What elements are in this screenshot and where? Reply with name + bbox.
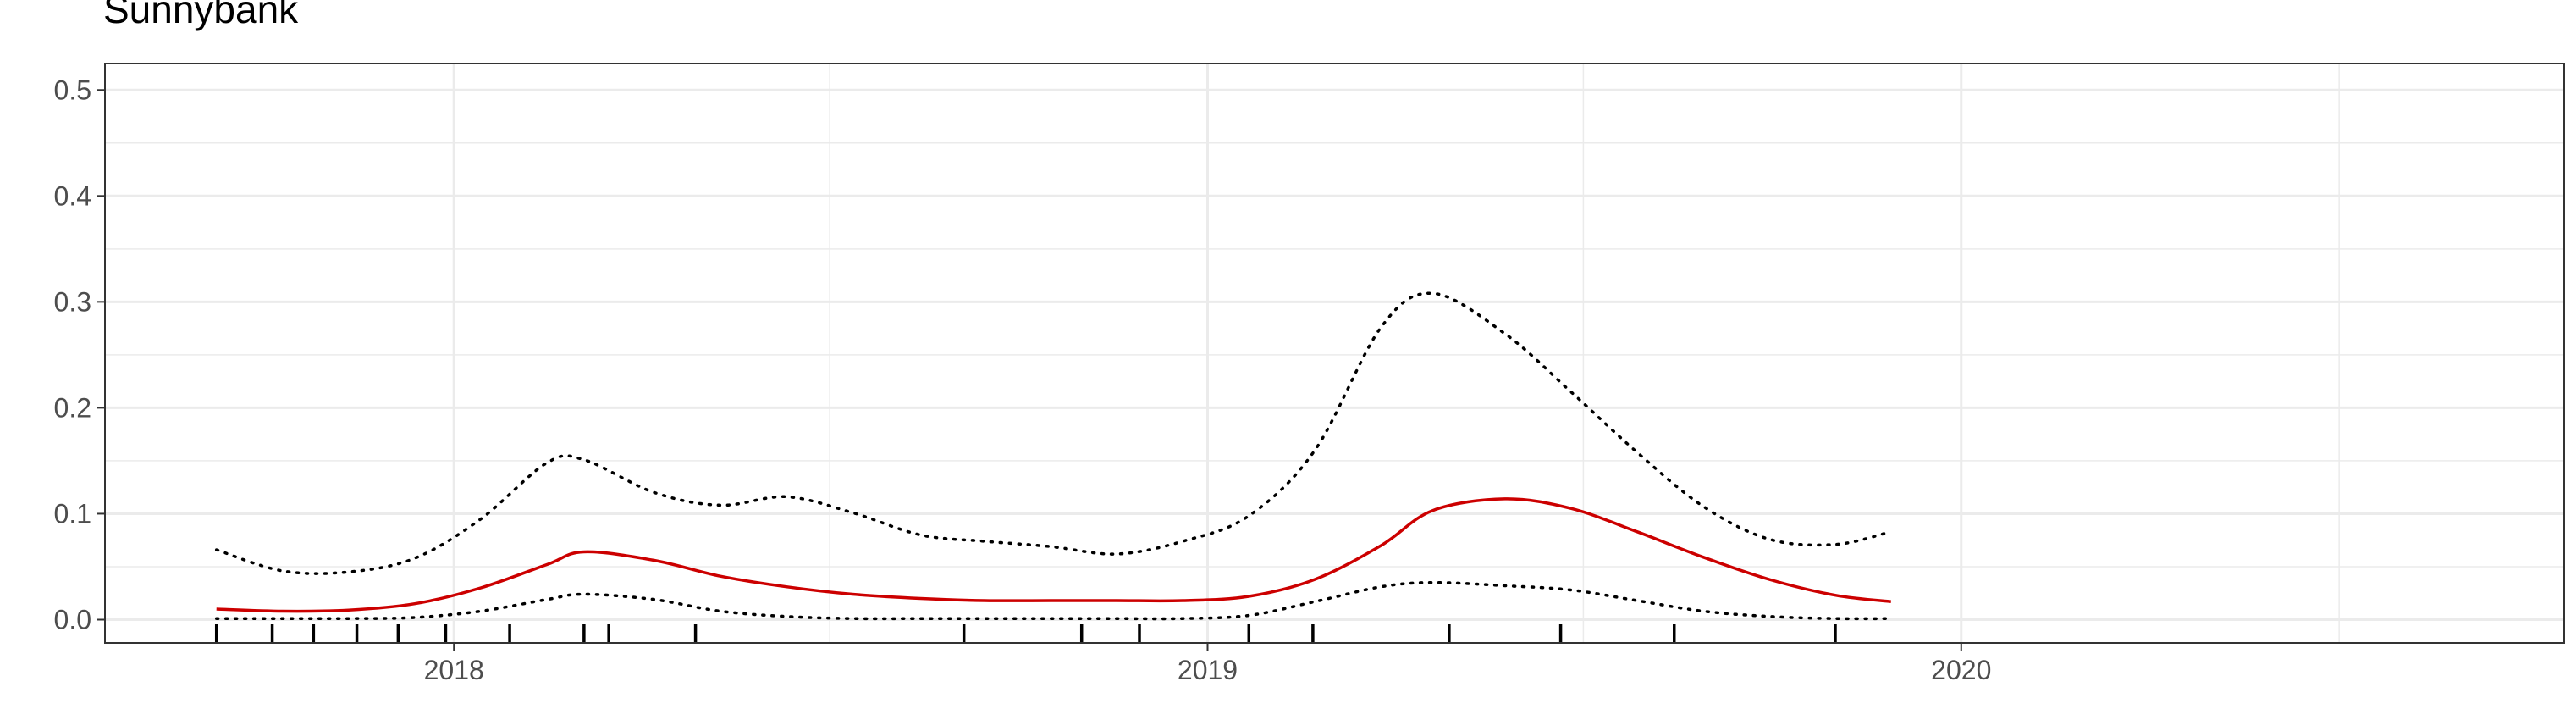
x-tick-label: 2019 bbox=[1178, 655, 1238, 685]
rug-ticks bbox=[214, 624, 1837, 643]
x-tick-label: 2020 bbox=[1931, 655, 1991, 685]
grid-lines bbox=[105, 64, 2564, 643]
axes: 0.0 0.1 0.2 0.3 0.4 0.5 2018 2019 2020 bbox=[54, 75, 1992, 685]
series-lines bbox=[214, 291, 1893, 621]
panel-border bbox=[104, 63, 2565, 644]
chart-title: Sunnybank bbox=[103, 0, 299, 31]
y-tick-label: 0.0 bbox=[54, 604, 91, 634]
series-dotted-lower bbox=[214, 580, 1893, 621]
series-dotted-upper bbox=[214, 291, 1893, 575]
series-solid-red bbox=[216, 497, 1891, 613]
y-tick-label: 0.4 bbox=[54, 180, 91, 211]
x-tick-label: 2018 bbox=[424, 655, 484, 685]
y-tick-label: 0.5 bbox=[54, 75, 91, 105]
y-tick-label: 0.1 bbox=[54, 498, 91, 529]
y-tick-label: 0.2 bbox=[54, 392, 91, 423]
y-tick-label: 0.3 bbox=[54, 286, 91, 317]
